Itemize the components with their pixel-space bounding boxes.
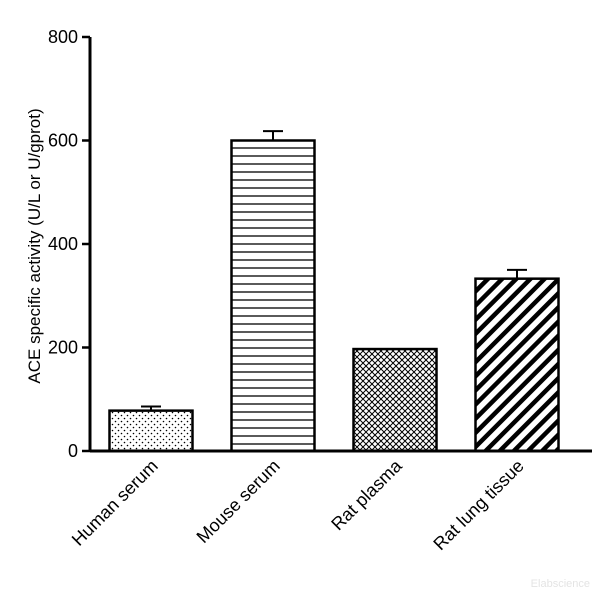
bar-human-serum bbox=[108, 409, 194, 453]
y-axis: 0 200 400 600 800 bbox=[48, 27, 90, 461]
x-tick-label: Rat lung tissue bbox=[429, 456, 527, 554]
bar-rat-lung-tissue bbox=[474, 277, 560, 453]
y-axis-label: ACE specific activity (U/L or U/gprot) bbox=[25, 108, 44, 383]
y-tick-label: 200 bbox=[48, 338, 78, 358]
y-tick-label: 600 bbox=[48, 131, 78, 151]
watermark: Elabscience bbox=[530, 578, 590, 590]
x-tick-label: Human serum bbox=[68, 456, 162, 550]
y-tick-label: 800 bbox=[48, 27, 78, 47]
bars bbox=[108, 130, 560, 453]
y-tick-label: 0 bbox=[68, 441, 78, 461]
x-tick-label: Rat plasma bbox=[327, 455, 406, 534]
x-tick-label: Mouse serum bbox=[193, 456, 284, 547]
y-tick-label: 400 bbox=[48, 234, 78, 254]
x-axis-tick-labels: Human serum Mouse serum Rat plasma Rat lung… bbox=[68, 455, 528, 554]
bar-rat-plasma bbox=[352, 347, 438, 453]
bar-mouse-serum bbox=[230, 139, 316, 453]
